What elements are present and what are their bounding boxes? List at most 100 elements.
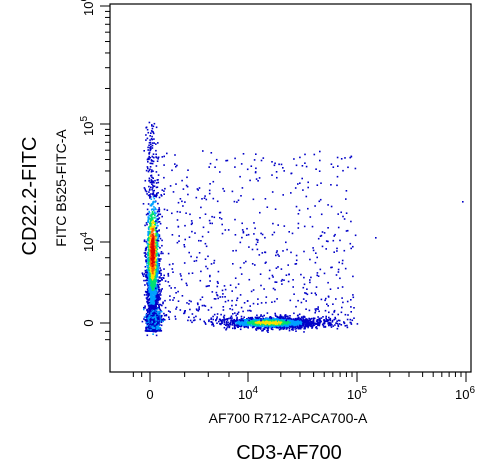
event-dot xyxy=(188,299,191,302)
event-dot xyxy=(274,312,276,315)
event-dot xyxy=(154,264,156,266)
event-dot xyxy=(150,246,152,248)
event-dot xyxy=(335,298,337,300)
event-dot xyxy=(343,218,346,220)
event-dot xyxy=(260,319,262,322)
event-dot xyxy=(235,324,237,327)
event-dot xyxy=(252,302,255,305)
event-dot xyxy=(283,326,285,328)
event-dot xyxy=(151,221,153,224)
event-dot xyxy=(157,288,160,291)
event-dot xyxy=(148,244,151,247)
event-dot xyxy=(311,327,313,329)
event-dot xyxy=(337,325,340,328)
event-dot xyxy=(151,285,153,288)
event-dot xyxy=(222,293,224,295)
event-dot xyxy=(268,323,270,325)
event-dot xyxy=(155,320,157,323)
event-dot xyxy=(149,244,152,246)
event-dot xyxy=(150,291,153,293)
event-dot xyxy=(347,314,349,316)
event-dot xyxy=(155,195,158,198)
event-dot xyxy=(148,309,151,312)
event-dot xyxy=(150,255,153,257)
event-dot xyxy=(158,258,160,261)
event-dot xyxy=(147,203,150,205)
event-dot xyxy=(296,322,299,324)
event-dot xyxy=(248,278,251,281)
event-dot xyxy=(262,157,265,159)
event-dot xyxy=(147,281,149,284)
event-dot xyxy=(329,321,331,324)
event-dot xyxy=(150,305,152,308)
event-dot xyxy=(221,296,224,298)
event-dot xyxy=(152,266,155,269)
event-dot xyxy=(152,276,155,279)
event-dot xyxy=(191,222,193,224)
event-dot xyxy=(309,322,312,325)
event-dot xyxy=(156,211,159,213)
event-dot xyxy=(158,270,161,273)
event-dot xyxy=(179,273,182,275)
event-dot xyxy=(286,318,289,320)
event-dot xyxy=(280,268,283,270)
event-dot xyxy=(148,142,151,144)
event-dot xyxy=(350,247,352,250)
event-dot xyxy=(153,311,156,314)
event-dot xyxy=(270,324,273,326)
event-dot xyxy=(146,166,149,168)
event-dot xyxy=(305,324,307,326)
event-dot xyxy=(223,190,226,192)
event-dot xyxy=(147,261,150,264)
event-dot xyxy=(297,320,299,322)
event-dot xyxy=(265,301,267,304)
event-dot xyxy=(147,270,149,272)
event-dot xyxy=(154,242,156,245)
event-dot xyxy=(292,329,294,331)
event-dot xyxy=(154,251,157,254)
event-dot xyxy=(266,330,268,332)
event-dot xyxy=(275,320,277,323)
event-dot xyxy=(327,204,329,206)
event-dot xyxy=(320,317,323,319)
event-dot xyxy=(330,326,333,328)
event-dot xyxy=(236,324,239,326)
event-dot xyxy=(149,262,151,264)
event-dot xyxy=(258,177,261,179)
event-dot xyxy=(157,264,160,266)
event-dot xyxy=(240,319,242,322)
event-dot xyxy=(160,318,162,320)
event-dot xyxy=(188,316,190,318)
event-dot xyxy=(253,222,255,224)
event-dot xyxy=(323,232,326,234)
event-dot xyxy=(336,250,338,252)
event-dot xyxy=(151,320,153,323)
event-dot xyxy=(154,299,157,302)
event-dot xyxy=(158,294,160,296)
event-dot xyxy=(157,213,160,216)
event-dot xyxy=(146,242,148,245)
event-dot xyxy=(146,239,149,241)
event-dot xyxy=(246,320,249,322)
event-dot xyxy=(259,327,261,329)
event-dot xyxy=(145,222,148,224)
event-dot xyxy=(147,310,149,312)
event-dot xyxy=(350,155,353,158)
event-dot xyxy=(155,302,157,304)
event-dot xyxy=(156,269,158,272)
event-dot xyxy=(328,311,330,314)
event-dot xyxy=(271,274,274,277)
event-dot xyxy=(276,319,278,321)
event-dot xyxy=(315,252,317,254)
event-dot xyxy=(254,227,256,230)
event-dot xyxy=(147,321,150,324)
event-dot xyxy=(223,320,225,322)
event-dot xyxy=(156,160,159,162)
event-dot xyxy=(155,220,157,222)
event-dot xyxy=(161,288,163,290)
event-dot xyxy=(345,198,347,200)
event-dot xyxy=(292,323,294,326)
event-dot xyxy=(219,296,221,298)
event-dot xyxy=(255,323,258,326)
event-dot xyxy=(232,263,234,265)
